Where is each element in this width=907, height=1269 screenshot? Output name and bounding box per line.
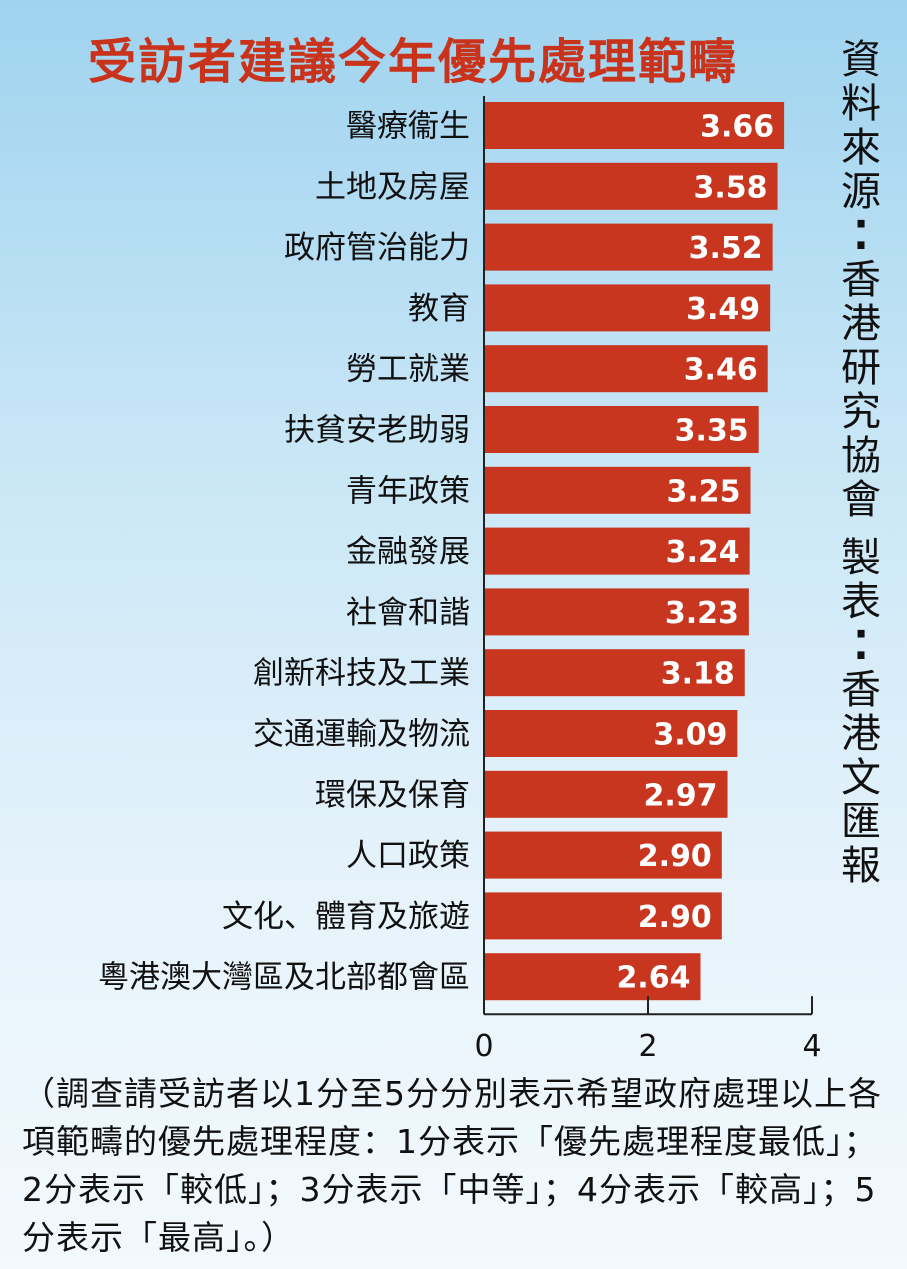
category-label: 粵港澳大灣區及北部都會區: [98, 960, 470, 996]
value-label: 3.25: [666, 474, 740, 509]
value-label: 3.49: [686, 292, 760, 327]
bar: [484, 406, 759, 453]
bar: [484, 527, 750, 575]
survey-note: （調查請受訪者以1分至5分分別表示希望政府處理以上各項範疇的優先處理程度：1分表…: [22, 1074, 882, 1257]
value-label: 2.90: [638, 839, 712, 874]
value-label: 3.24: [666, 535, 740, 570]
category-label: 扶貧安老助弱: [284, 413, 470, 449]
x-tick-label: 4: [802, 1029, 821, 1064]
bar: [484, 345, 768, 393]
value-label: 3.66: [700, 110, 774, 145]
value-label: 3.58: [694, 170, 768, 205]
value-label: 2.90: [638, 900, 712, 935]
category-label: 勞工就業: [346, 352, 470, 388]
bar: [484, 162, 778, 210]
category-label: 政府管治能力: [284, 230, 470, 266]
bar: [484, 831, 722, 879]
category-label: 創新科技及工業: [253, 656, 470, 692]
producer-line: 製表 ⁚ 香港文匯報: [841, 535, 881, 889]
category-label: 醫療衞生: [346, 109, 470, 145]
axes-group: 0 2 4: [474, 96, 822, 1064]
bar: [484, 649, 745, 697]
bar: [484, 710, 738, 757]
bar: [484, 102, 785, 149]
category-label: 教育: [408, 291, 470, 327]
value-label: 3.35: [675, 414, 749, 449]
bar: [484, 588, 749, 636]
category-label: 社會和諧: [346, 595, 470, 631]
category-label: 文化、體育及旅遊: [222, 899, 470, 935]
x-tick-label: 2: [638, 1029, 657, 1064]
value-label: 3.46: [684, 353, 758, 388]
x-tick-label: 0: [474, 1029, 493, 1064]
category-label: 青年政策: [346, 473, 470, 509]
bar: [484, 284, 771, 332]
bar: [484, 466, 751, 514]
bar: [484, 892, 722, 940]
category-label: 人口政策: [346, 838, 470, 874]
value-label: 3.18: [661, 657, 735, 692]
category-label: 土地及房屋: [315, 169, 470, 205]
bar: [484, 770, 728, 818]
source-credit: 資料來源 ⁚ 香港研究協會 製表 ⁚ 香港文匯報: [832, 38, 890, 888]
bar: [484, 953, 701, 1001]
category-label: 環保及保育: [315, 777, 470, 813]
value-label: 2.64: [616, 961, 690, 996]
value-label: 2.97: [644, 778, 718, 813]
source-line: 資料來源 ⁚ 香港研究協會: [841, 37, 881, 523]
category-label: 交通運輸及物流: [253, 717, 470, 753]
value-label: 3.23: [665, 596, 739, 631]
value-label: 3.09: [653, 718, 727, 753]
value-label: 3.52: [689, 231, 763, 266]
bar: [484, 223, 773, 271]
chart-title: 受訪者建議今年優先處理範疇: [88, 34, 739, 90]
category-label: 金融發展: [346, 534, 470, 570]
bars-group: 醫療衞生 3.66 土地及房屋 3.58 政府管治能力 3.52 教育 3.49 勞工就業 3.4…: [98, 102, 785, 1001]
